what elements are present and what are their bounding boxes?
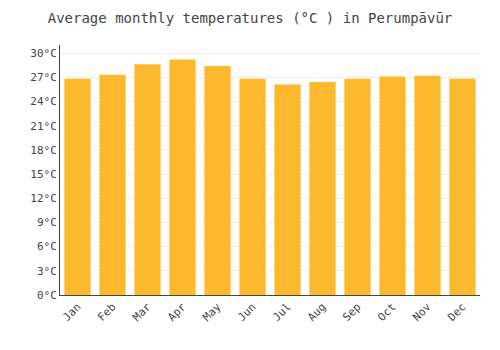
svg-text:0°C: 0°C	[37, 289, 57, 302]
svg-text:Sep: Sep	[340, 301, 363, 324]
svg-text:3°C: 3°C	[37, 265, 57, 278]
svg-text:Jun: Jun	[235, 301, 258, 324]
svg-text:Aug: Aug	[305, 301, 328, 324]
svg-text:Mar: Mar	[130, 300, 154, 324]
svg-text:Jul: Jul	[270, 301, 293, 324]
svg-text:21°C: 21°C	[30, 120, 57, 133]
svg-text:9°C: 9°C	[37, 216, 57, 229]
svg-text:Apr: Apr	[165, 300, 189, 324]
svg-text:Oct: Oct	[375, 301, 398, 324]
svg-text:6°C: 6°C	[37, 240, 57, 253]
svg-text:15°C: 15°C	[30, 168, 57, 181]
svg-text:27°C: 27°C	[30, 71, 57, 84]
svg-text:Feb: Feb	[95, 301, 118, 324]
svg-text:18°C: 18°C	[30, 144, 57, 157]
svg-text:12°C: 12°C	[30, 192, 57, 205]
svg-text:Dec: Dec	[445, 301, 468, 324]
svg-text:May: May	[200, 300, 224, 324]
svg-text:Average monthly temperatures (: Average monthly temperatures (°C ) in Pe…	[48, 10, 453, 26]
svg-text:24°C: 24°C	[30, 95, 57, 108]
svg-text:30°C: 30°C	[30, 47, 57, 60]
svg-text:Nov: Nov	[410, 300, 434, 324]
svg-text:Jan: Jan	[60, 301, 83, 324]
